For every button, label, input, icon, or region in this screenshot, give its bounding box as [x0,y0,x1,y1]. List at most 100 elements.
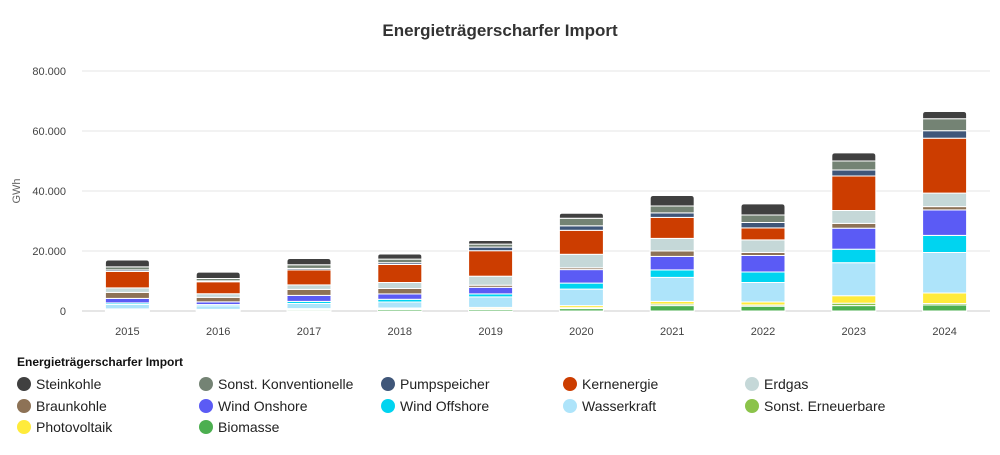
bar-segment[interactable] [649,255,695,271]
bar-segment[interactable] [468,296,514,308]
bar-segment[interactable] [377,264,423,283]
bar-segment[interactable] [740,222,786,229]
bar-segment[interactable] [468,250,514,277]
bar-segment[interactable] [740,214,786,223]
bar-segment[interactable] [286,258,332,266]
bar-segment[interactable] [649,216,695,239]
bar-segment[interactable] [649,205,695,214]
bar-segment[interactable] [286,284,332,290]
bar-segment[interactable] [740,271,786,283]
bar-segment[interactable] [377,301,423,309]
bar-segment[interactable] [831,152,877,162]
bar-segment[interactable] [104,291,150,299]
bar-segment[interactable] [922,137,968,194]
x-tick-label: 2018 [388,326,412,338]
legend-item[interactable]: Pumpspeicher [381,376,490,392]
bar-segment[interactable] [558,229,604,255]
bar-segment[interactable] [831,175,877,211]
bar-segment[interactable] [831,227,877,250]
bar-segment[interactable] [740,203,786,216]
bar-segment[interactable] [468,246,514,252]
legend-item[interactable]: Wasserkraft [563,398,656,414]
bar-segment[interactable] [649,195,695,207]
legend-item[interactable]: Wind Onshore [199,398,308,414]
legend-item[interactable]: Kernenergie [563,376,658,392]
bar-segment[interactable] [558,288,604,307]
bar-segment[interactable] [104,297,150,304]
bar-segment[interactable] [558,212,604,219]
legend-item[interactable]: Erdgas [745,376,808,392]
bar-segment[interactable] [922,252,968,294]
legend-item[interactable]: Wind Offshore [381,398,489,414]
bar-segment[interactable] [377,282,423,289]
legend-item[interactable]: Sonst. Konventionelle [199,376,354,392]
bar-segment[interactable] [831,222,877,229]
y-tick-label: 60.000 [32,126,66,138]
bar-segment[interactable] [558,217,604,227]
legend-item[interactable]: Biomasse [199,419,280,435]
bar-segment[interactable] [831,295,877,304]
bar-segment[interactable] [922,192,968,208]
bar-segment[interactable] [195,293,241,298]
bar-segment[interactable] [649,305,695,312]
bar-segment[interactable] [104,287,150,293]
y-axis-ticks: 0 20.000 40.000 60.000 80.000 [32,66,66,318]
bar-segment[interactable] [377,288,423,295]
y-tick-label: 20.000 [32,246,66,258]
bar-segment[interactable] [922,118,968,132]
bar-segment[interactable] [831,262,877,297]
bar-segment[interactable] [286,264,332,269]
bar-segment[interactable] [195,281,241,295]
bar-segment[interactable] [922,304,968,312]
bar-segment[interactable] [195,296,241,303]
bar-segment[interactable] [104,303,150,310]
x-tick-label: 2019 [478,326,502,338]
bar-segment[interactable] [740,255,786,273]
bar-segment[interactable] [558,225,604,231]
bar-segment[interactable] [468,240,514,245]
bar-segment[interactable] [649,250,695,257]
bar-segment[interactable] [286,269,332,286]
bar-segment[interactable] [468,275,514,286]
bar-segment[interactable] [922,111,968,120]
legend-item[interactable]: Steinkohle [17,376,102,392]
legend-label: Sonst. Erneuerbare [764,398,886,414]
bar-segment[interactable] [649,237,695,252]
legend-marker [17,399,31,413]
bar-segment[interactable] [740,239,786,253]
bar-segment[interactable] [831,169,877,177]
bar-segment[interactable] [195,271,241,279]
bar-segment[interactable] [649,212,695,218]
legend-item[interactable]: Braunkohle [17,398,107,414]
bar-stack-2015 [104,259,150,312]
bar-segment[interactable] [286,288,332,296]
bar-segment[interactable] [740,305,786,312]
bar-segment[interactable] [286,303,332,310]
bar-segment[interactable] [377,253,423,260]
bar-segment[interactable] [922,234,968,253]
bar-segment[interactable] [558,269,604,284]
legend-item[interactable]: Photovoltaik [17,419,113,435]
bar-segment[interactable] [649,269,695,278]
bar-segment[interactable] [922,209,968,236]
bar-segment[interactable] [740,282,786,303]
bar-segment[interactable] [831,210,877,224]
bar-segment[interactable] [649,276,695,302]
bar-segment[interactable] [104,259,150,268]
bar-segment[interactable] [922,292,968,304]
bar-segment[interactable] [831,248,877,264]
legend-label: Braunkohle [36,398,107,414]
bar-segment[interactable] [195,305,241,310]
bar-segment[interactable] [922,130,968,139]
bar-segment[interactable] [740,227,786,241]
bar-segment[interactable] [558,253,604,269]
bar-segment[interactable] [286,294,332,302]
bar-segment[interactable] [468,286,514,295]
bar-segment[interactable] [104,270,150,289]
bar-segment[interactable] [558,282,604,290]
bar-segment[interactable] [377,258,423,264]
bar-segment[interactable] [377,293,423,300]
legend-item[interactable]: Sonst. Erneuerbare [745,398,886,414]
bar-segment[interactable] [831,160,877,171]
bar-segment[interactable] [831,305,877,312]
